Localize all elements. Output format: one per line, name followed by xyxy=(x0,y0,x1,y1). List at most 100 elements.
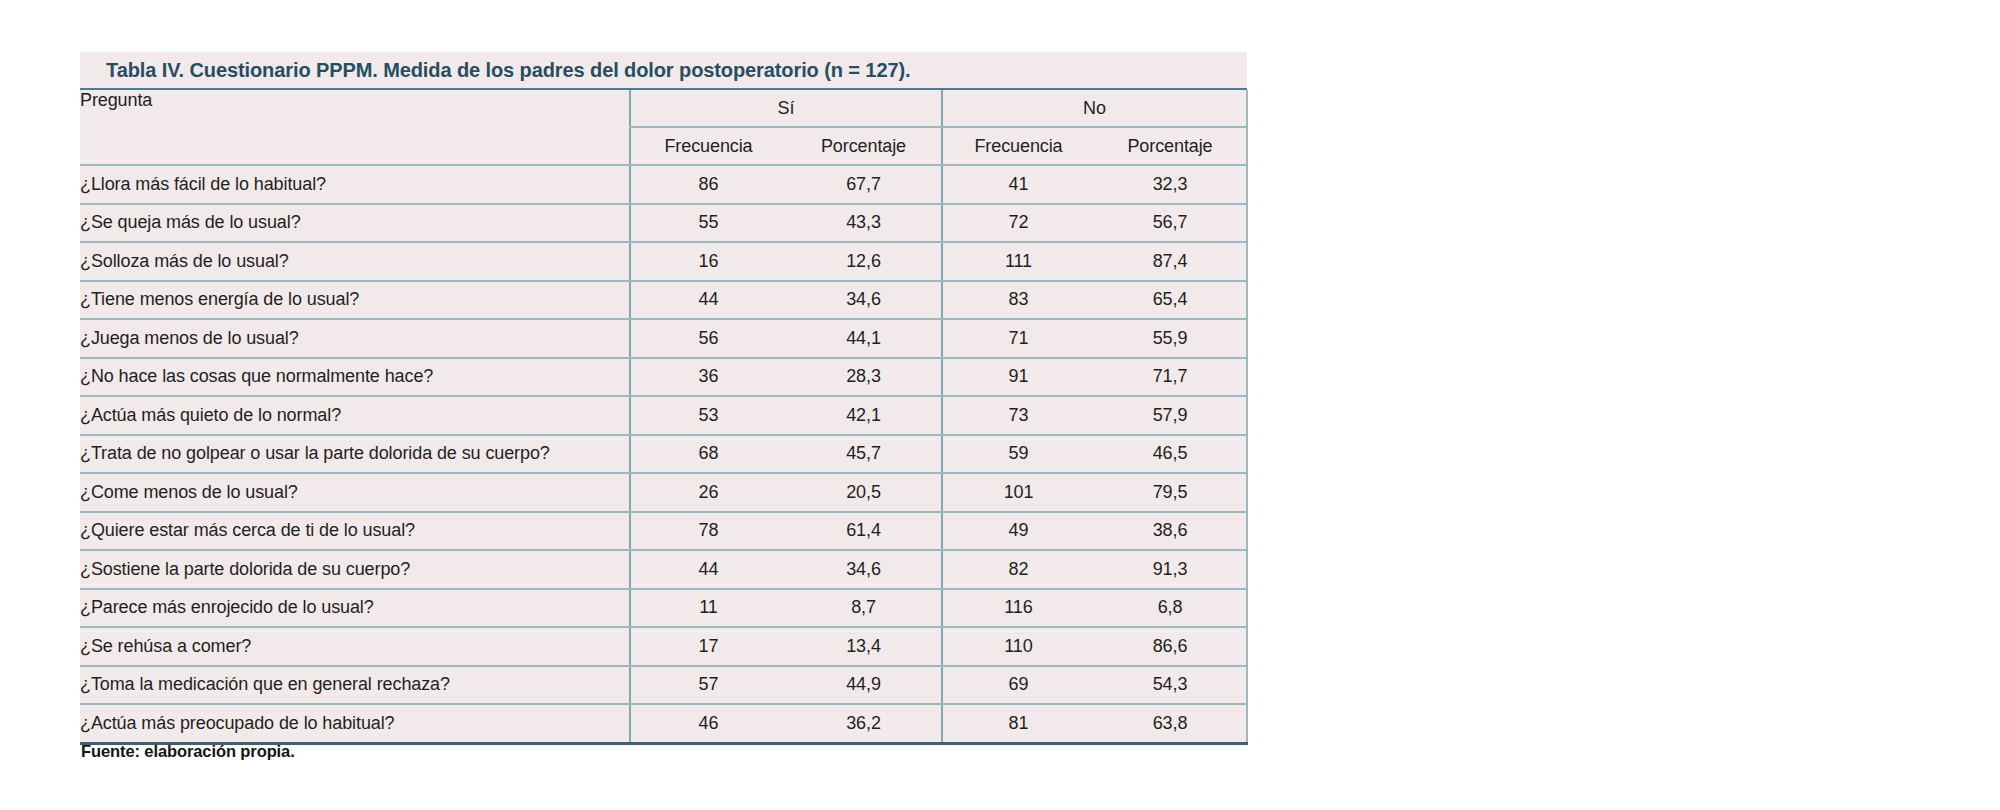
yes-frequency-cell: 57 xyxy=(630,666,786,705)
no-frequency-cell: 49 xyxy=(942,512,1094,551)
table-row: ¿No hace las cosas que normalmente hace?… xyxy=(80,358,1247,397)
no-percentage-cell: 38,6 xyxy=(1094,512,1247,551)
no-frequency-cell: 110 xyxy=(942,627,1094,666)
table-row: ¿Solloza más de lo usual? 16 12,6 111 87… xyxy=(80,242,1247,281)
question-cell: ¿Parece más enrojecido de lo usual? xyxy=(80,589,630,628)
no-percentage-cell: 57,9 xyxy=(1094,396,1247,435)
yes-frequency-cell: 11 xyxy=(630,589,786,628)
yes-frequency-cell: 46 xyxy=(630,704,786,743)
yes-frequency-cell: 17 xyxy=(630,627,786,666)
table-body: ¿Llora más fácil de lo habitual? 86 67,7… xyxy=(80,165,1247,743)
no-frequency-cell: 73 xyxy=(942,396,1094,435)
no-frequency-cell: 111 xyxy=(942,242,1094,281)
no-frequency-cell: 59 xyxy=(942,435,1094,474)
column-header-yes-percentage: Porcentaje xyxy=(786,127,942,165)
yes-percentage-cell: 13,4 xyxy=(786,627,942,666)
yes-frequency-cell: 68 xyxy=(630,435,786,474)
question-cell: ¿Llora más fácil de lo habitual? xyxy=(80,165,630,204)
no-frequency-cell: 71 xyxy=(942,319,1094,358)
question-cell: ¿Actúa más preocupado de lo habitual? xyxy=(80,704,630,743)
yes-frequency-cell: 55 xyxy=(630,204,786,243)
no-frequency-cell: 116 xyxy=(942,589,1094,628)
question-cell: ¿Tiene menos energía de lo usual? xyxy=(80,281,630,320)
yes-percentage-cell: 34,6 xyxy=(786,550,942,589)
no-percentage-cell: 55,9 xyxy=(1094,319,1247,358)
no-percentage-cell: 71,7 xyxy=(1094,358,1247,397)
yes-frequency-cell: 56 xyxy=(630,319,786,358)
source-note: Fuente: elaboración propia. xyxy=(81,742,295,761)
yes-percentage-cell: 34,6 xyxy=(786,281,942,320)
no-percentage-cell: 63,8 xyxy=(1094,704,1247,743)
no-frequency-cell: 91 xyxy=(942,358,1094,397)
no-percentage-cell: 46,5 xyxy=(1094,435,1247,474)
no-percentage-cell: 86,6 xyxy=(1094,627,1247,666)
question-cell: ¿Come menos de lo usual? xyxy=(80,473,630,512)
table-row: ¿Trata de no golpear o usar la parte dol… xyxy=(80,435,1247,474)
no-percentage-cell: 6,8 xyxy=(1094,589,1247,628)
no-frequency-cell: 69 xyxy=(942,666,1094,705)
table-row: ¿Come menos de lo usual? 26 20,5 101 79,… xyxy=(80,473,1247,512)
yes-frequency-cell: 44 xyxy=(630,550,786,589)
no-percentage-cell: 32,3 xyxy=(1094,165,1247,204)
table-title: Tabla IV. Cuestionario PPPM. Medida de l… xyxy=(80,52,1247,90)
yes-frequency-cell: 78 xyxy=(630,512,786,551)
question-cell: ¿Se rehúsa a comer? xyxy=(80,627,630,666)
table-row: ¿Se queja más de lo usual? 55 43,3 72 56… xyxy=(80,204,1247,243)
question-cell: ¿Sostiene la parte dolorida de su cuerpo… xyxy=(80,550,630,589)
table-row: ¿Actúa más quieto de lo normal? 53 42,1 … xyxy=(80,396,1247,435)
table-row: ¿Parece más enrojecido de lo usual? 11 8… xyxy=(80,589,1247,628)
yes-frequency-cell: 44 xyxy=(630,281,786,320)
yes-percentage-cell: 61,4 xyxy=(786,512,942,551)
column-group-yes: Sí xyxy=(630,90,942,127)
no-percentage-cell: 54,3 xyxy=(1094,666,1247,705)
pppm-data-table: Pregunta Sí No Frecuencia Porcentaje Fre… xyxy=(80,90,1248,745)
yes-percentage-cell: 44,9 xyxy=(786,666,942,705)
no-frequency-cell: 81 xyxy=(942,704,1094,743)
yes-frequency-cell: 16 xyxy=(630,242,786,281)
no-frequency-cell: 82 xyxy=(942,550,1094,589)
question-cell: ¿Trata de no golpear o usar la parte dol… xyxy=(80,435,630,474)
question-cell: ¿Juega menos de lo usual? xyxy=(80,319,630,358)
no-frequency-cell: 41 xyxy=(942,165,1094,204)
table-header: Pregunta Sí No Frecuencia Porcentaje Fre… xyxy=(80,90,1247,165)
yes-frequency-cell: 36 xyxy=(630,358,786,397)
column-header-no-frequency: Frecuencia xyxy=(942,127,1094,165)
yes-percentage-cell: 28,3 xyxy=(786,358,942,397)
pppm-table: Tabla IV. Cuestionario PPPM. Medida de l… xyxy=(80,52,1247,745)
question-cell: ¿Se queja más de lo usual? xyxy=(80,204,630,243)
yes-percentage-cell: 67,7 xyxy=(786,165,942,204)
question-cell: ¿Quiere estar más cerca de ti de lo usua… xyxy=(80,512,630,551)
no-percentage-cell: 65,4 xyxy=(1094,281,1247,320)
column-header-yes-frequency: Frecuencia xyxy=(630,127,786,165)
yes-percentage-cell: 45,7 xyxy=(786,435,942,474)
table-row: ¿Llora más fácil de lo habitual? 86 67,7… xyxy=(80,165,1247,204)
yes-frequency-cell: 86 xyxy=(630,165,786,204)
yes-percentage-cell: 42,1 xyxy=(786,396,942,435)
no-frequency-cell: 72 xyxy=(942,204,1094,243)
table-row: ¿Sostiene la parte dolorida de su cuerpo… xyxy=(80,550,1247,589)
no-percentage-cell: 79,5 xyxy=(1094,473,1247,512)
table-row: ¿Quiere estar más cerca de ti de lo usua… xyxy=(80,512,1247,551)
yes-frequency-cell: 26 xyxy=(630,473,786,512)
question-cell: ¿No hace las cosas que normalmente hace? xyxy=(80,358,630,397)
yes-percentage-cell: 43,3 xyxy=(786,204,942,243)
yes-percentage-cell: 20,5 xyxy=(786,473,942,512)
no-percentage-cell: 91,3 xyxy=(1094,550,1247,589)
question-cell: ¿Solloza más de lo usual? xyxy=(80,242,630,281)
table-row: ¿Tiene menos energía de lo usual? 44 34,… xyxy=(80,281,1247,320)
yes-percentage-cell: 36,2 xyxy=(786,704,942,743)
yes-percentage-cell: 8,7 xyxy=(786,589,942,628)
table-row: ¿Actúa más preocupado de lo habitual? 46… xyxy=(80,704,1247,743)
table-row: ¿Se rehúsa a comer? 17 13,4 110 86,6 xyxy=(80,627,1247,666)
question-cell: ¿Actúa más quieto de lo normal? xyxy=(80,396,630,435)
no-frequency-cell: 83 xyxy=(942,281,1094,320)
no-frequency-cell: 101 xyxy=(942,473,1094,512)
table-row: ¿Juega menos de lo usual? 56 44,1 71 55,… xyxy=(80,319,1247,358)
column-header-no-percentage: Porcentaje xyxy=(1094,127,1247,165)
yes-frequency-cell: 53 xyxy=(630,396,786,435)
column-header-question: Pregunta xyxy=(80,90,630,165)
no-percentage-cell: 87,4 xyxy=(1094,242,1247,281)
column-group-no: No xyxy=(942,90,1247,127)
yes-percentage-cell: 12,6 xyxy=(786,242,942,281)
no-percentage-cell: 56,7 xyxy=(1094,204,1247,243)
